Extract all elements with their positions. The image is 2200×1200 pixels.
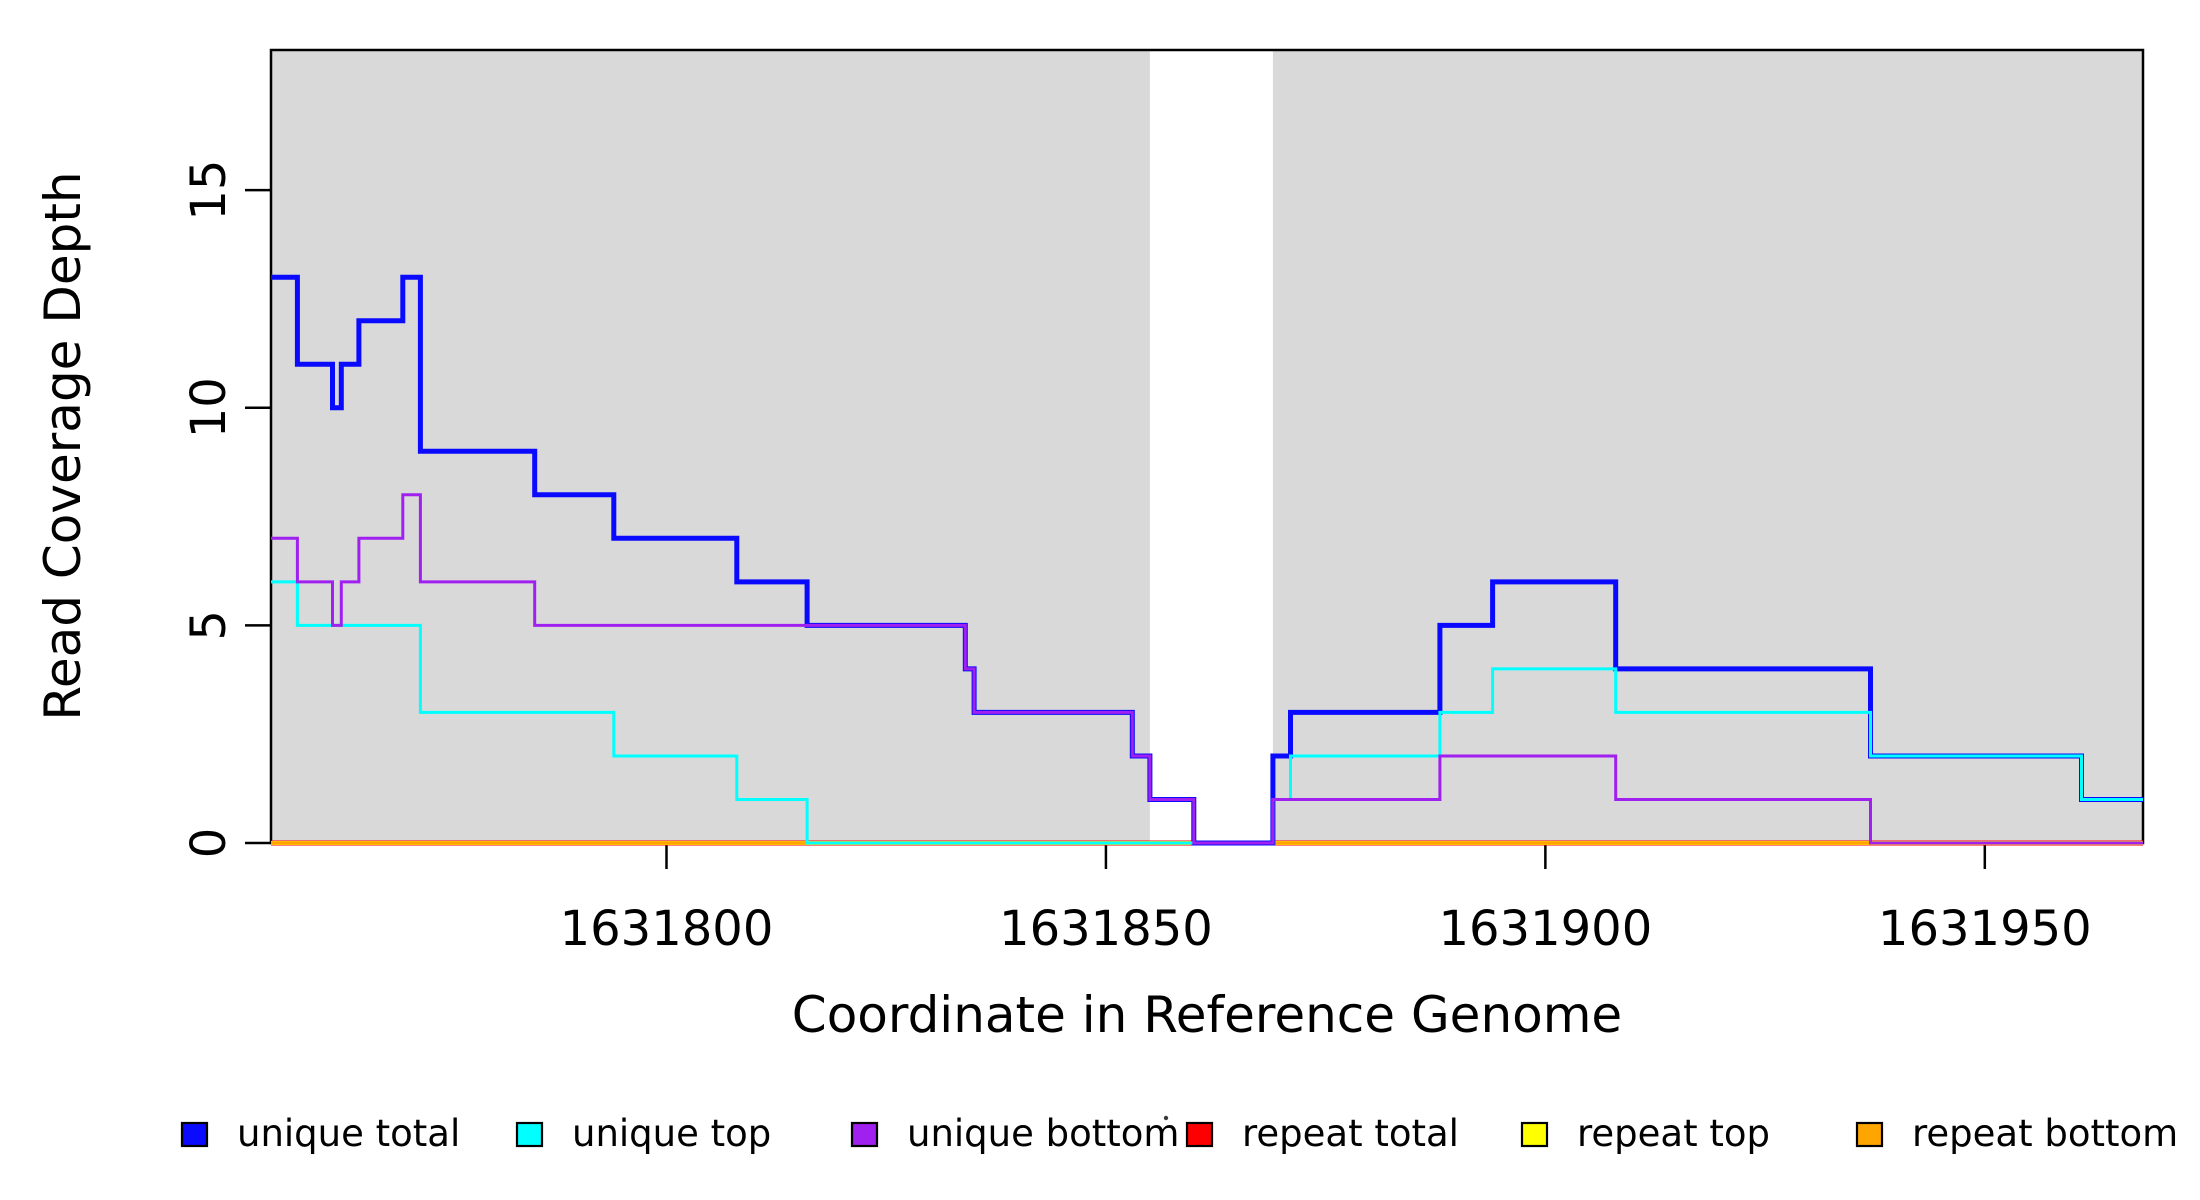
legend-item-repeat-total: repeat total: [1185, 1112, 1459, 1155]
legend-swatch-repeat-total: [1185, 1121, 1214, 1148]
legend-label: unique bottom: [907, 1112, 1179, 1155]
legend-item-unique-top: unique top: [515, 1112, 771, 1155]
legend-label: repeat top: [1577, 1112, 1770, 1155]
legend-item-unique-bottom: unique bottom: [850, 1112, 1179, 1155]
legend-swatch-repeat-bottom: [1855, 1121, 1884, 1148]
legend-stray-dot: [1163, 1115, 1169, 1121]
y-tick-label: 5: [181, 610, 237, 641]
legend-row: unique total unique top unique bottom repea…: [180, 1112, 2178, 1155]
x-tick-label: 1631800: [560, 901, 774, 957]
legend-label: repeat bottom: [1912, 1112, 2178, 1155]
legend-label: repeat total: [1242, 1112, 1459, 1155]
legend-swatch-unique-bottom: [850, 1121, 879, 1148]
shaded-regions-layer: [271, 51, 2143, 843]
legend-label: unique total: [237, 1112, 460, 1155]
series-line-unique-bottom: [271, 493, 2143, 845]
legend-item-repeat-top: repeat top: [1520, 1112, 1770, 1155]
series-lines-layer: [271, 274, 2143, 846]
x-axis-title: Coordinate in Reference Genome: [792, 986, 1622, 1044]
shaded-region: [1272, 51, 2143, 843]
y-tick-label: 15: [181, 160, 237, 221]
shaded-region: [271, 51, 1150, 843]
legend-swatch-unique-total: [180, 1121, 209, 1148]
x-tick-label: 1631900: [1438, 901, 1652, 957]
legend-swatch-unique-top: [515, 1121, 544, 1148]
y-axis-title: Read Coverage Depth: [34, 171, 92, 720]
x-tick-label: 1631850: [999, 901, 1213, 957]
axes-layer: 1631800 1631850 1631900 1631950 0 5 10 15: [181, 160, 2092, 957]
legend-item-repeat-bottom: repeat bottom: [1855, 1112, 2178, 1155]
y-tick-label: 10: [181, 377, 237, 438]
x-tick-label: 1631950: [1878, 901, 2092, 957]
legend-item-unique-total: unique total: [180, 1112, 460, 1155]
legend-label: unique top: [572, 1112, 771, 1155]
y-tick-label: 0: [181, 828, 237, 859]
legend-swatch-repeat-top: [1520, 1121, 1549, 1148]
